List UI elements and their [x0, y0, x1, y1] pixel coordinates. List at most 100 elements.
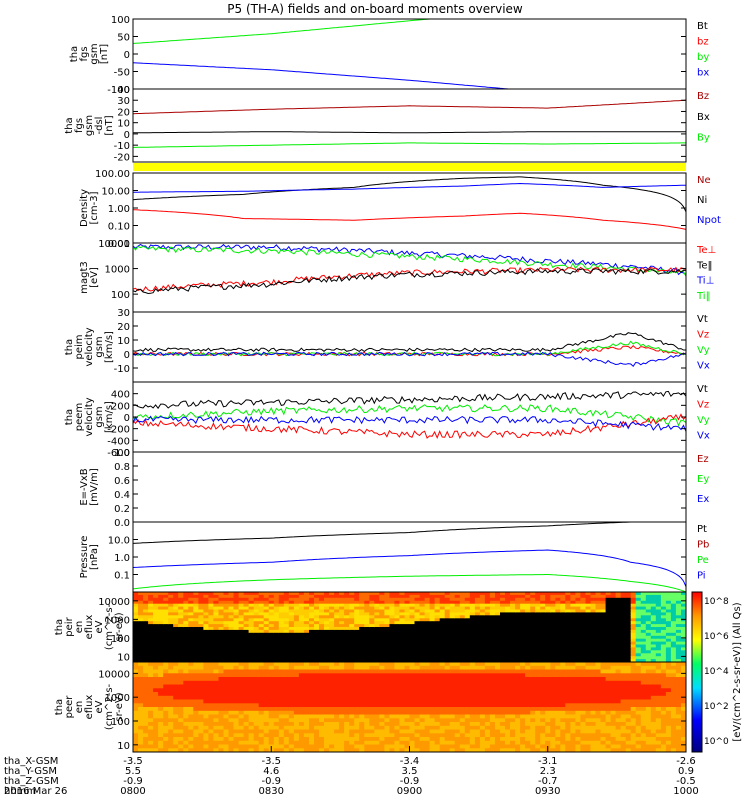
spectrogram-cell — [550, 699, 556, 704]
spectrogram-cell — [530, 695, 536, 701]
spectrogram-cell — [288, 641, 295, 646]
spectrogram-cell — [600, 644, 607, 648]
series-Vx — [133, 415, 686, 432]
spectrogram-cell — [168, 653, 174, 657]
spectrogram-cell — [565, 748, 571, 752]
spectrogram-cell — [278, 600, 285, 605]
spectrogram-cell — [409, 662, 416, 667]
spectrogram-cell — [515, 699, 521, 704]
spectrogram-cell — [218, 662, 225, 667]
spectrogram-cell — [173, 615, 179, 619]
spectrogram-cell — [545, 707, 551, 712]
spectrogram-cell — [474, 699, 481, 704]
spectrogram-cell — [439, 699, 446, 704]
spectrogram-cell — [288, 718, 295, 723]
spectrogram-cell — [329, 594, 335, 599]
spectrogram-cell — [384, 627, 390, 631]
spectrogram-cell — [384, 748, 390, 752]
spectrogram-cell — [298, 644, 305, 648]
spectrogram-cell — [288, 600, 295, 605]
spectrogram-cell — [610, 647, 617, 651]
spectrogram-cell — [394, 680, 400, 686]
spectrogram-cell — [449, 650, 456, 654]
spectrogram-cell — [570, 638, 576, 643]
spectrogram-cell — [143, 673, 149, 678]
spectrogram-cell — [550, 632, 556, 637]
spectrogram-cell — [228, 621, 235, 625]
spectrogram-cell — [464, 710, 471, 716]
spectrogram-cell — [464, 748, 471, 752]
spectrogram-cell — [550, 665, 556, 671]
spectrogram-cell — [495, 748, 501, 752]
spectrogram-cell — [439, 729, 446, 734]
spectrogram-cell — [479, 714, 486, 719]
spectrogram-cell — [138, 718, 144, 723]
spectrogram-cell — [565, 707, 571, 712]
spectrogram-cell — [268, 644, 275, 648]
spectrogram-cell — [459, 606, 466, 611]
spectrogram-cell — [314, 638, 320, 643]
spectrogram-cell — [309, 673, 315, 678]
spectrogram-cell — [238, 603, 245, 608]
spectrogram-cell — [319, 662, 325, 667]
spectrogram-cell — [394, 659, 400, 662]
spectrogram-cell — [218, 737, 225, 742]
spectrogram-cell — [168, 699, 174, 704]
series-Ne — [133, 209, 686, 230]
spectrogram-cell — [163, 603, 169, 608]
spectrogram-cell — [590, 612, 597, 616]
spectrogram-cell — [208, 632, 214, 637]
spectrogram-cell — [324, 680, 330, 686]
spectrogram-cell — [434, 718, 441, 723]
spectrogram-cell — [293, 597, 300, 602]
spectrogram-cell — [223, 606, 230, 611]
spectrogram-cell — [354, 597, 360, 602]
spectrogram-cell — [369, 703, 375, 708]
spectrogram-cell — [253, 729, 260, 734]
spectrogram-cell — [474, 737, 481, 742]
spectrogram-cell — [319, 647, 325, 651]
spectrogram-cell — [359, 594, 365, 599]
spectrogram-cell — [530, 615, 536, 619]
spectrogram-cell — [334, 624, 340, 628]
spectrogram-cell — [525, 744, 531, 749]
spectrogram-cell — [143, 615, 149, 619]
spectrogram-cell — [459, 609, 466, 613]
spectrogram-cell — [309, 699, 315, 704]
spectrogram-cell — [525, 692, 531, 697]
spectrogram-cell — [143, 722, 149, 727]
spectrogram-cell — [309, 688, 315, 693]
spectrogram-cell — [540, 714, 546, 719]
legend-Te⊥: Te⊥ — [696, 245, 716, 256]
spectrogram-cell — [324, 684, 330, 689]
spectrogram-cell — [203, 725, 209, 731]
spectrogram-cell — [303, 629, 310, 634]
spectrogram-cell — [560, 644, 566, 648]
spectrogram-cell — [681, 597, 686, 602]
spectrogram-cell — [309, 733, 315, 738]
spectrogram-cell — [218, 600, 225, 605]
spectrogram-cell — [525, 722, 531, 727]
spectrogram-cell — [163, 597, 169, 602]
spectrogram-cell — [550, 718, 556, 723]
spectrogram-cell — [349, 733, 355, 738]
spectrogram-cell — [263, 644, 270, 648]
spectrogram-cell — [590, 659, 597, 662]
spectrogram-cell — [208, 680, 214, 686]
spectrogram-cell — [374, 684, 380, 689]
spectrogram-cell — [530, 632, 536, 637]
spectrogram-cell — [645, 659, 652, 662]
spectrogram-cell — [454, 644, 461, 648]
spectrogram-cell — [625, 597, 632, 602]
spectrogram-cell — [293, 665, 300, 671]
spectrogram-cell — [469, 641, 476, 646]
spectrogram-cell — [213, 629, 219, 634]
spectrogram-cell — [595, 650, 602, 654]
spectrogram-cell — [570, 692, 576, 697]
spectrogram-cell — [545, 725, 551, 731]
spectrogram-cell — [158, 597, 164, 602]
spectrogram-cell — [414, 680, 421, 686]
spectrogram-cell — [670, 629, 677, 634]
spectrogram-cell — [193, 673, 199, 678]
spectrogram-cell — [253, 718, 260, 723]
